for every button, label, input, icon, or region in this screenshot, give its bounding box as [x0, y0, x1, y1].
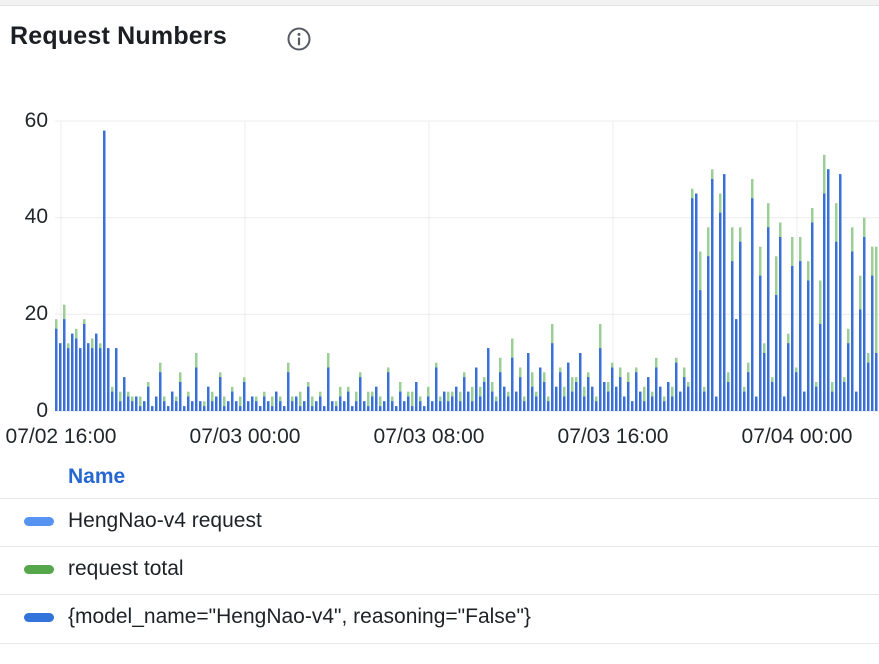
- x-tick-2: 07/03 00:00: [189, 425, 301, 448]
- x-tick-5: 07/04 00:00: [741, 425, 853, 448]
- series-color-swatch[interactable]: [24, 565, 54, 574]
- legend-sort-header-name[interactable]: Name: [68, 465, 126, 488]
- y-tick-20: 20: [24, 302, 48, 325]
- legend-divider: [0, 546, 879, 547]
- legend-divider: [0, 594, 879, 595]
- x-tick-1: 07/02 16:00: [5, 425, 117, 448]
- y-tick-40: 40: [24, 205, 48, 228]
- panel-title[interactable]: Request Numbers: [10, 22, 227, 50]
- legend-divider: [0, 643, 879, 644]
- legend-series-label[interactable]: {model_name="HengNao-v4", reasoning="Fal…: [68, 605, 531, 628]
- y-tick-60: 60: [24, 109, 48, 132]
- y-tick-0: 0: [36, 399, 48, 422]
- legend-divider: [0, 498, 879, 499]
- series-color-swatch[interactable]: [24, 517, 54, 526]
- series-color-swatch[interactable]: [24, 613, 54, 622]
- legend-series-label[interactable]: request total: [68, 557, 184, 580]
- info-icon[interactable]: [286, 26, 312, 52]
- legend-series-label[interactable]: HengNao-v4 request: [68, 509, 262, 532]
- legend-row-hengnao-request[interactable]: HengNao-v4 request: [0, 498, 879, 545]
- x-tick-3: 07/03 08:00: [373, 425, 485, 448]
- x-tick-4: 07/03 16:00: [557, 425, 669, 448]
- time-series-plot[interactable]: [0, 95, 879, 425]
- panel-top-border: [0, 0, 879, 6]
- legend-row-request-total[interactable]: request total: [0, 546, 879, 593]
- legend-row-model-name-reasoning-false[interactable]: {model_name="HengNao-v4", reasoning="Fal…: [0, 594, 879, 641]
- gridlines: [55, 120, 879, 412]
